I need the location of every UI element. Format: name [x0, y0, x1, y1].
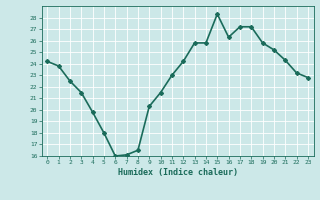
X-axis label: Humidex (Indice chaleur): Humidex (Indice chaleur) [118, 168, 237, 177]
